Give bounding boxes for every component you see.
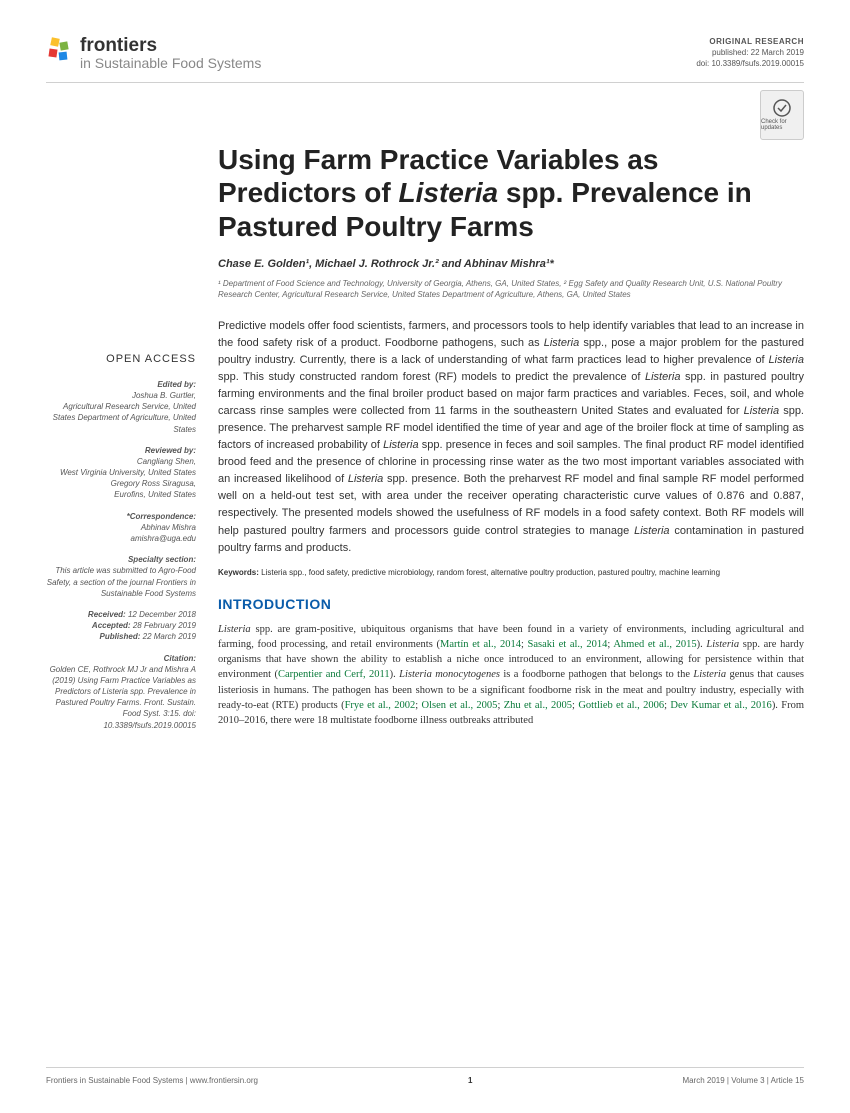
received-label: Received: (88, 610, 126, 619)
article-body: Using Farm Practice Variables as Predict… (218, 143, 804, 741)
reviewer1-name: Cangliang Shen, (46, 456, 196, 467)
correspondence-name: Abhinav Mishra (46, 522, 196, 533)
author-list: Chase E. Golden¹, Michael J. Rothrock Jr… (218, 258, 804, 270)
published-side-label: Published: (100, 632, 141, 641)
reviewed-by-label: Reviewed by: (46, 445, 196, 456)
publication-info: ORIGINAL RESEARCH published: 22 March 20… (696, 36, 804, 70)
published-side-date: 22 March 2019 (143, 632, 196, 641)
keywords: Keywords: Listeria spp., food safety, pr… (218, 567, 804, 578)
footer-left: Frontiers in Sustainable Food Systems | … (46, 1076, 258, 1085)
citation-text: Golden CE, Rothrock MJ Jr and Mishra A (… (46, 664, 196, 731)
editor-affiliation: Agricultural Research Service, United St… (46, 401, 196, 435)
correspondence-label: *Correspondence: (46, 511, 196, 522)
check-updates-button[interactable]: Check for updates (760, 90, 804, 140)
citation-label: Citation: (46, 653, 196, 664)
check-updates-icon (773, 99, 791, 117)
main-content: OPEN ACCESS Edited by: Joshua B. Gurtler… (46, 143, 804, 741)
introduction-heading: INTRODUCTION (218, 596, 804, 612)
editor-name: Joshua B. Gurtler, (46, 390, 196, 401)
abstract: Predictive models offer food scientists,… (218, 318, 804, 557)
reviewer2-name: Gregory Ross Siragusa, (46, 478, 196, 489)
accepted-label: Accepted: (92, 621, 131, 630)
sidebar: OPEN ACCESS Edited by: Joshua B. Gurtler… (46, 143, 196, 741)
article-title: Using Farm Practice Variables as Predict… (218, 143, 804, 244)
logo-subtitle: in Sustainable Food Systems (80, 55, 261, 72)
reviewer2-affiliation: Eurofins, United States (46, 489, 196, 500)
specialty-label: Specialty section: (46, 554, 196, 565)
reviewer1-affiliation: West Virginia University, United States (46, 467, 196, 478)
page-number: 1 (468, 1076, 472, 1085)
affiliations: ¹ Department of Food Science and Technol… (218, 278, 804, 300)
correspondence-email[interactable]: amishra@uga.edu (46, 533, 196, 544)
page-footer: Frontiers in Sustainable Food Systems | … (46, 1067, 804, 1085)
check-updates-label: Check for updates (761, 119, 803, 131)
introduction-text: Listeria spp. are gram-positive, ubiquit… (218, 622, 804, 729)
article-type: ORIGINAL RESEARCH (696, 36, 804, 47)
open-access-label: OPEN ACCESS (46, 353, 196, 365)
received-date: 12 December 2018 (128, 610, 196, 619)
frontiers-logo-icon (46, 36, 74, 64)
page-header: frontiers in Sustainable Food Systems OR… (46, 36, 804, 83)
specialty-text: This article was submitted to Agro-Food … (46, 565, 196, 599)
edited-by-label: Edited by: (46, 379, 196, 390)
footer-right: March 2019 | Volume 3 | Article 15 (682, 1076, 804, 1085)
published-date: published: 22 March 2019 (696, 47, 804, 58)
journal-logo: frontiers in Sustainable Food Systems (46, 36, 261, 72)
doi-text: doi: 10.3389/fsufs.2019.00015 (696, 58, 804, 69)
accepted-date: 28 February 2019 (133, 621, 196, 630)
logo-name: frontiers (80, 36, 261, 55)
